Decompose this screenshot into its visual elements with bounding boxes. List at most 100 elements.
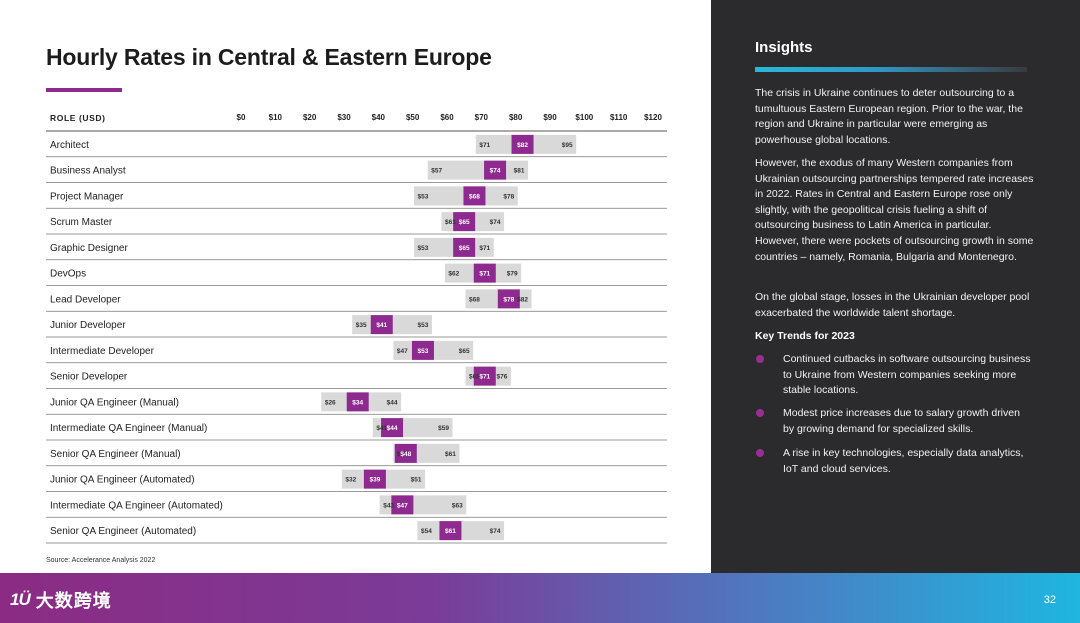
bullet-icon xyxy=(756,355,764,363)
source-note: Source: Accelerance Analysis 2022 xyxy=(46,557,156,564)
low-value-label: $68 xyxy=(469,374,480,381)
median-value-label: $82 xyxy=(517,142,528,149)
high-value-label: $71 xyxy=(479,245,490,252)
role-label: DevOps xyxy=(50,269,86,280)
key-trends-heading: Key Trends for 2023 xyxy=(755,330,855,342)
median-value-label: $65 xyxy=(459,245,470,252)
page-number: 32 xyxy=(1043,594,1056,606)
chart-row: Architect $71 $82 $95 xyxy=(50,134,577,154)
median-value-label: $78 xyxy=(503,296,514,303)
median-value-label: $71 xyxy=(479,271,490,278)
high-value-label: $59 xyxy=(438,425,449,432)
median-value-label: $41 xyxy=(376,322,387,329)
x-axis-ticks: $0 $10 $20 $30 $40 $50 $60 $70 $80 $90 $100 $110 $12… xyxy=(237,113,663,122)
role-label: Business Analyst xyxy=(50,166,126,177)
role-label: Junior Developer xyxy=(50,320,126,331)
low-value-label: $61 xyxy=(445,219,456,226)
high-value-label: $82 xyxy=(517,296,528,303)
chart-row: Scrum Master $61 $65 $74 xyxy=(50,212,505,232)
insights-title: Insights xyxy=(755,39,813,56)
x-tick-label: $10 xyxy=(269,113,283,122)
x-tick-label: $0 xyxy=(237,113,246,122)
high-value-label: $76 xyxy=(497,374,508,381)
row-separators xyxy=(46,130,667,544)
high-value-label: $63 xyxy=(452,502,463,509)
median-marker xyxy=(453,212,476,232)
median-value-label: $61 xyxy=(445,528,456,535)
role-label: Scrum Master xyxy=(50,217,113,228)
median-value-label: $47 xyxy=(397,502,408,509)
trend-text: A rise in key technologies, especially d… xyxy=(783,447,1024,475)
chart-row: Junior QA Engineer (Automated) $32 $39 $51 xyxy=(50,469,426,489)
chart-panel: Hourly Rates in Central & Eastern Europe… xyxy=(46,44,667,564)
x-tick-label: $110 xyxy=(610,113,628,122)
insight-paragraph: The crisis in Ukraine continues to deter… xyxy=(755,87,1023,146)
median-marker xyxy=(473,366,496,386)
low-value-label: $35 xyxy=(356,322,367,329)
median-marker xyxy=(394,443,417,463)
role-label: Junior QA Engineer (Manual) xyxy=(50,397,179,408)
role-label: Graphic Designer xyxy=(50,243,128,254)
low-value-label: $47 xyxy=(397,451,408,458)
low-value-label: $57 xyxy=(431,168,442,175)
low-value-label: $43 xyxy=(383,502,394,509)
median-marker xyxy=(346,392,369,412)
trend-text: Continued cutbacks in software outsourci… xyxy=(783,353,1031,397)
chart-row: Junior Developer $35 $41 $53 xyxy=(50,315,432,335)
x-tick-label: $30 xyxy=(337,113,351,122)
chart-row: Graphic Designer $53 $65 $71 xyxy=(50,237,494,257)
high-value-label: $95 xyxy=(562,142,573,149)
logo-mark-icon: 1Ü xyxy=(10,590,31,609)
median-value-label: $48 xyxy=(400,451,411,458)
median-marker xyxy=(370,315,393,335)
median-marker xyxy=(473,263,496,283)
median-marker xyxy=(411,340,434,360)
low-value-label: $41 xyxy=(376,425,387,432)
trend-text: Modest price increases due to salary gro… xyxy=(783,407,1020,435)
x-tick-label: $20 xyxy=(303,113,317,122)
x-tick-label: $90 xyxy=(543,113,557,122)
high-value-label: $81 xyxy=(514,168,525,175)
role-label: Intermediate QA Engineer (Automated) xyxy=(50,500,223,511)
high-value-label: $78 xyxy=(503,193,514,200)
bullet-icon xyxy=(756,409,764,417)
chart-row: Senior QA Engineer (Automated) $54 $61 $74 xyxy=(50,521,505,541)
median-value-label: $65 xyxy=(459,219,470,226)
median-value-label: $53 xyxy=(418,348,429,355)
chart-row: Business Analyst $57 $74 $81 xyxy=(50,160,529,180)
chart-row: Intermediate QA Engineer (Automated) $43 $… xyxy=(50,495,467,515)
high-value-label: $44 xyxy=(387,399,398,406)
role-label: Lead Developer xyxy=(50,294,121,305)
x-tick-label: $50 xyxy=(406,113,420,122)
median-value-label: $71 xyxy=(479,374,490,381)
role-label: Intermediate QA Engineer (Manual) xyxy=(50,423,207,434)
chart-row: Intermediate QA Engineer (Manual) $41 $44 $… xyxy=(50,418,453,438)
low-value-label: $62 xyxy=(448,271,459,278)
median-value-label: $74 xyxy=(490,168,501,175)
low-value-label: $26 xyxy=(325,399,336,406)
chart-row: Junior QA Engineer (Manual) $26 $34 $44 xyxy=(50,392,402,412)
page-title: Hourly Rates in Central & Eastern Europe xyxy=(46,44,492,70)
high-value-label: $53 xyxy=(418,322,429,329)
role-column-header: ROLE (USD) xyxy=(50,113,106,123)
x-tick-label: $60 xyxy=(440,113,454,122)
median-marker xyxy=(511,134,534,154)
low-value-label: $53 xyxy=(418,245,429,252)
x-tick-label: $40 xyxy=(372,113,386,122)
high-value-label: $65 xyxy=(459,348,470,355)
insight-paragraph: On the global stage, losses in the Ukrai… xyxy=(755,291,1030,319)
high-value-label: $61 xyxy=(445,451,456,458)
role-label: Junior QA Engineer (Automated) xyxy=(50,475,195,486)
x-tick-label: $100 xyxy=(575,113,593,122)
median-marker xyxy=(497,289,520,309)
median-marker xyxy=(453,237,476,257)
insights-panel: Insights The crisis in Ukraine continues… xyxy=(711,0,1080,573)
median-value-label: $34 xyxy=(352,399,363,406)
high-value-label: $74 xyxy=(490,219,501,226)
median-marker xyxy=(484,160,507,180)
low-value-label: $32 xyxy=(345,477,356,484)
rates-chart: $0 $10 $20 $30 $40 $50 $60 $70 $80 $90 $100 $110 $12… xyxy=(46,113,667,544)
x-tick-label: $70 xyxy=(475,113,489,122)
logo-text: 大数跨境 xyxy=(35,591,112,611)
high-value-label: $51 xyxy=(411,477,422,484)
